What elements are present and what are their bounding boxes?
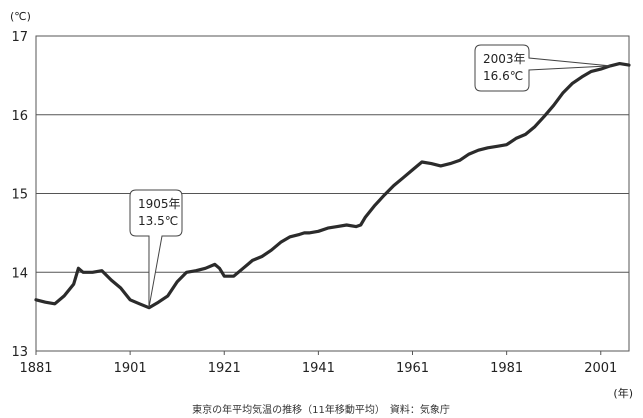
x-tick-label: 1981 <box>490 361 523 376</box>
y-axis-unit-label: (℃) <box>10 10 31 23</box>
y-tick-label: 14 <box>11 266 28 281</box>
annotation-callout: 2003年 16.6℃ <box>474 44 611 92</box>
callout-box <box>474 44 611 92</box>
x-axis-unit-label: (年) <box>613 386 633 400</box>
x-tick-label: 1941 <box>302 361 335 376</box>
callout-box <box>129 189 183 308</box>
x-tick-label: 1901 <box>114 361 147 376</box>
y-tick-label: 17 <box>11 30 28 45</box>
y-tick-label: 16 <box>11 109 28 124</box>
y-tick-label: 13 <box>11 345 28 360</box>
plot-frame <box>35 35 630 352</box>
annotation-callouts: 1905年 13.5℃ 2003年 16.6℃ <box>129 44 611 308</box>
callout-year-label: 2003年 <box>483 52 526 66</box>
callout-temperature-label: 16.6℃ <box>483 69 523 83</box>
x-tick-label: 2001 <box>584 361 617 376</box>
x-axis-ticks: 1881 1901 1921 1941 1961 1981 2001 <box>19 351 617 376</box>
annotation-callout: 1905年 13.5℃ <box>129 189 183 308</box>
callout-temperature-label: 13.5℃ <box>138 214 178 228</box>
gridlines <box>36 114 629 273</box>
x-tick-label: 1961 <box>396 361 429 376</box>
callout-year-label: 1905年 <box>138 197 181 211</box>
y-axis-ticks: 13 14 15 16 17 <box>11 30 28 360</box>
x-tick-label: 1921 <box>208 361 241 376</box>
series-line <box>34 61 631 310</box>
chart-caption: 東京の年平均気温の推移（11年移動平均） 資料：気象庁 <box>192 403 450 416</box>
y-tick-label: 15 <box>11 188 28 203</box>
x-tick-label: 1881 <box>19 361 52 376</box>
